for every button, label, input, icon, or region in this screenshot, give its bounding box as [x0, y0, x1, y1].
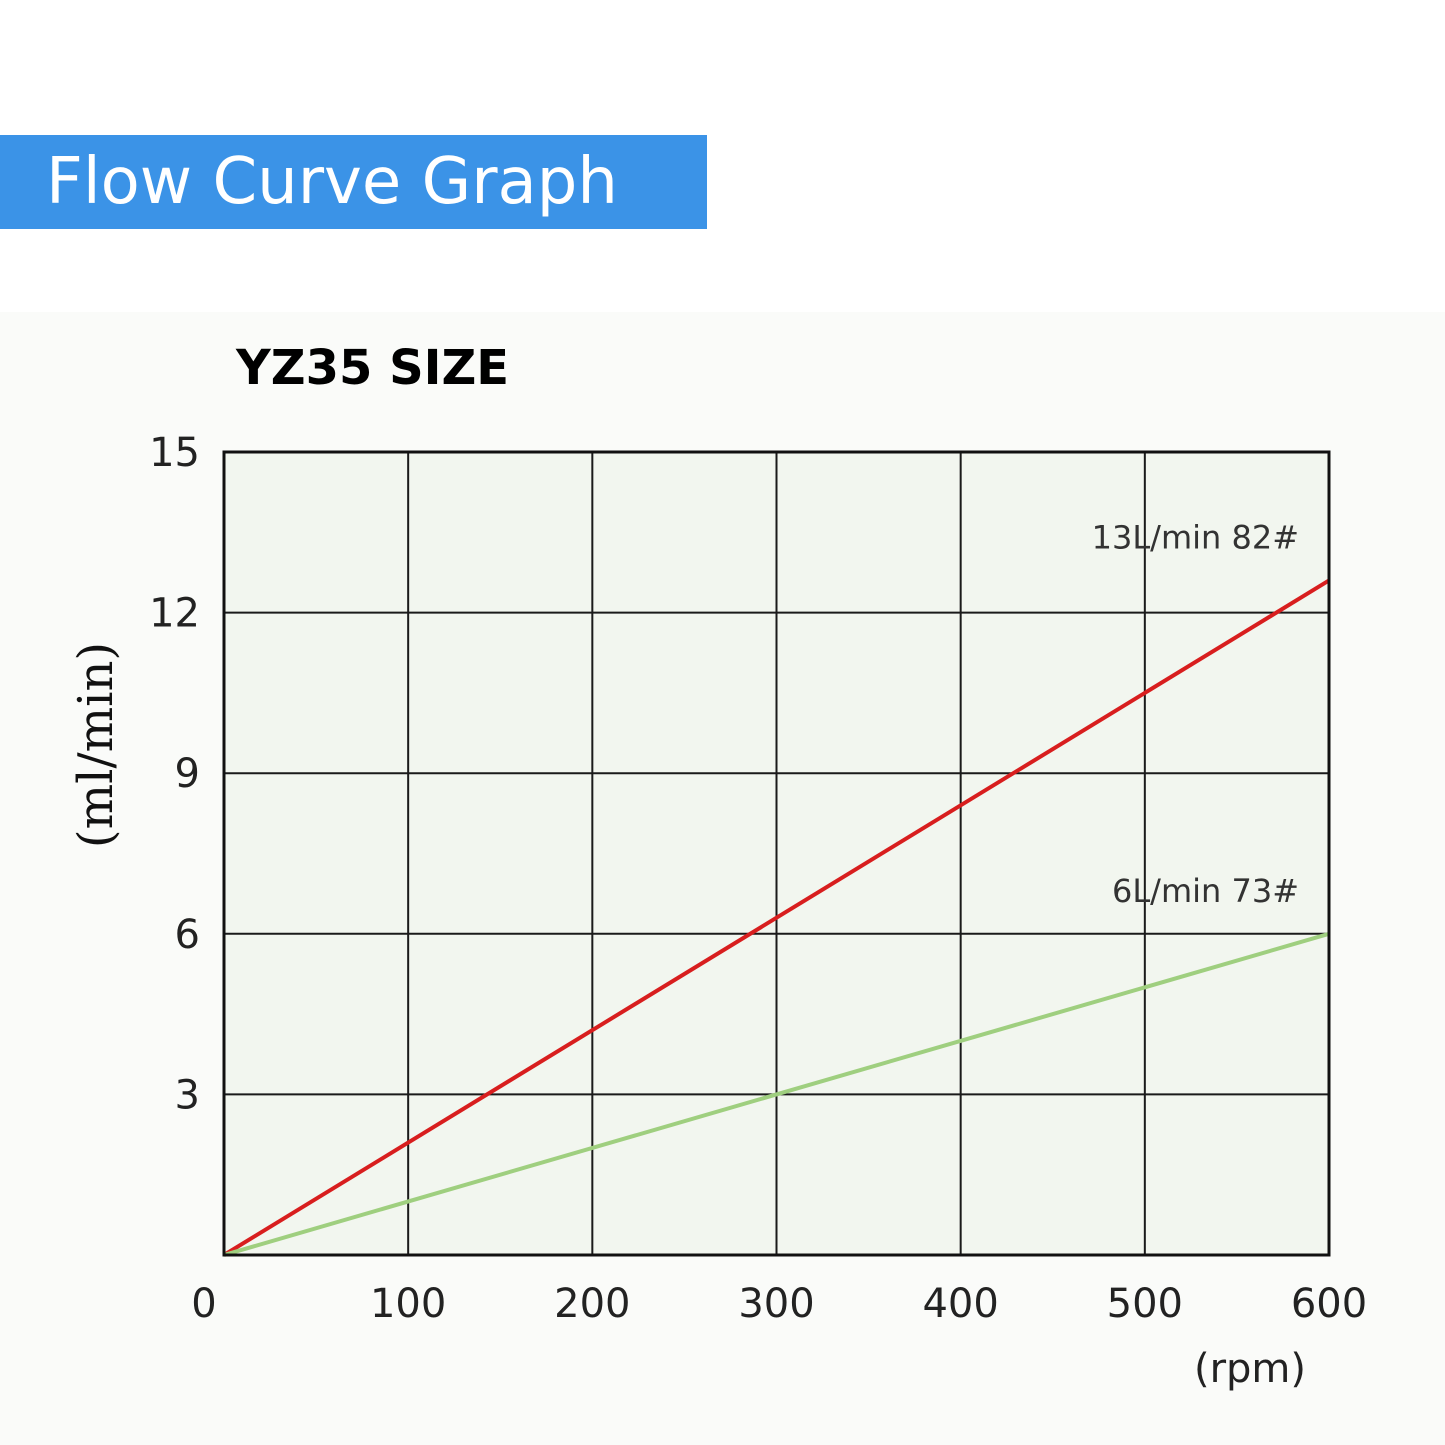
- y-tick-label: 9: [175, 751, 200, 797]
- x-tick-label: 0: [191, 1281, 216, 1327]
- series-labels: 13L/min 82# 6L/min 73#: [1092, 518, 1299, 909]
- series-label-1: 13L/min 82#: [1092, 518, 1299, 556]
- x-tick-label: 500: [1107, 1281, 1183, 1327]
- series-line-1: [222, 578, 1331, 1257]
- chart-title: YZ35 SIZE: [236, 340, 510, 396]
- y-tick-label: 15: [149, 430, 200, 476]
- y-tick-label: 6: [175, 912, 200, 958]
- y-tick-labels: 3 6 9 12 15: [149, 430, 200, 1118]
- x-tick-labels: 0 100 200 300 400 500 600: [191, 1281, 1367, 1327]
- title-banner: Flow Curve Graph: [0, 135, 707, 229]
- plot-frame: [222, 450, 1331, 1257]
- y-axis-label: (ml/min): [68, 642, 124, 848]
- x-tick-label: 600: [1291, 1281, 1367, 1327]
- y-tick-label: 3: [175, 1072, 200, 1118]
- grid-lines: [224, 452, 1329, 1255]
- x-tick-label: 200: [554, 1281, 630, 1327]
- y-tick-label: 12: [149, 591, 200, 637]
- series-label-2: 6L/min 73#: [1112, 872, 1299, 910]
- series-lines: [222, 578, 1331, 1257]
- x-tick-label: 100: [370, 1281, 446, 1327]
- x-axis-unit: (rpm): [1194, 1346, 1306, 1392]
- x-tick-label: 400: [922, 1281, 998, 1327]
- banner-title: Flow Curve Graph: [46, 145, 618, 219]
- series-line-2: [223, 931, 1330, 1257]
- x-tick-label: 300: [738, 1281, 814, 1327]
